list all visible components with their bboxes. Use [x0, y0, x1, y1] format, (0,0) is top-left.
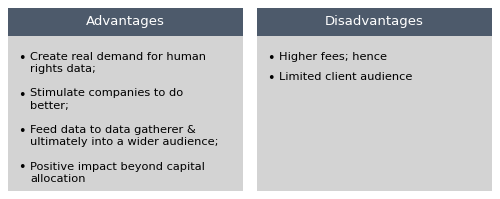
Bar — [257, 8, 492, 36]
Text: •: • — [18, 52, 26, 65]
Text: Limited client audience: Limited client audience — [279, 72, 412, 82]
Text: Feed data to data gatherer &
ultimately into a wider audience;: Feed data to data gatherer & ultimately … — [30, 125, 218, 147]
Text: Advantages: Advantages — [86, 16, 165, 28]
Bar — [8, 8, 243, 36]
Text: •: • — [18, 125, 26, 138]
Bar — [8, 36, 243, 191]
Bar — [257, 36, 492, 191]
Text: •: • — [18, 89, 26, 101]
Text: Create real demand for human
rights data;: Create real demand for human rights data… — [30, 52, 206, 74]
Text: •: • — [267, 52, 274, 65]
Text: •: • — [18, 162, 26, 175]
Text: Higher fees; hence: Higher fees; hence — [279, 52, 387, 62]
Text: Disadvantages: Disadvantages — [325, 16, 424, 28]
Text: Positive impact beyond capital
allocation: Positive impact beyond capital allocatio… — [30, 162, 205, 183]
Text: Stimulate companies to do
better;: Stimulate companies to do better; — [30, 89, 183, 110]
Text: •: • — [267, 72, 274, 85]
